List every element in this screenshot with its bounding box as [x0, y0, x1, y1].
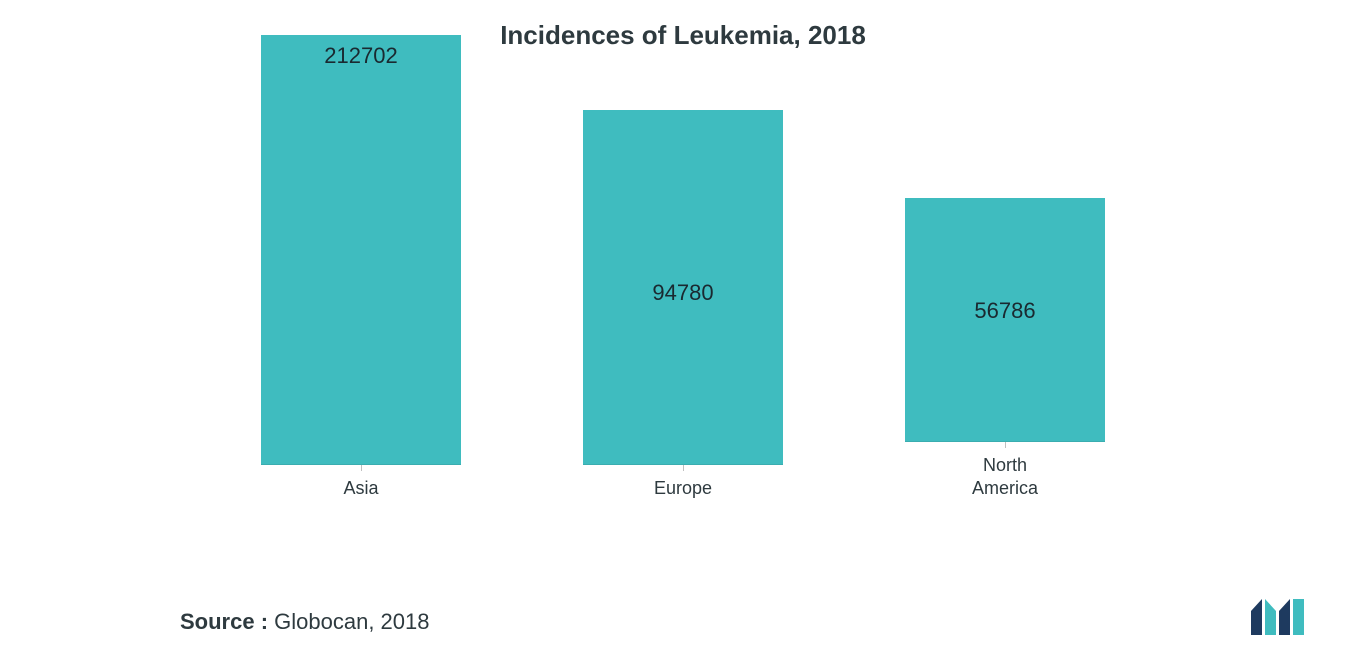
source-text: Globocan, 2018 [268, 609, 429, 634]
value-label-asia: 212702 [261, 43, 461, 69]
category-label-asia: Asia [343, 477, 378, 500]
bar-chart: 212702 Asia 94780 Europe 56786 NorthAmer… [150, 59, 1216, 499]
axis-tick [361, 465, 362, 471]
mi-logo [1251, 599, 1321, 635]
category-label-north-america: NorthAmerica [972, 454, 1038, 499]
bar-group-asia: 212702 Asia [251, 35, 471, 500]
bar-group-europe: 94780 Europe [573, 110, 793, 500]
bar-group-north-america: 56786 NorthAmerica [895, 198, 1115, 499]
source-label: Source : [180, 609, 268, 634]
value-label-europe: 94780 [583, 280, 783, 306]
source-attribution: Source : Globocan, 2018 [180, 609, 430, 635]
axis-tick [683, 465, 684, 471]
value-label-north-america: 56786 [905, 298, 1105, 324]
bar-asia: 212702 [261, 35, 461, 465]
axis-tick [1005, 442, 1006, 448]
chart-container: Incidences of Leukemia, 2018 212702 Asia… [0, 0, 1366, 655]
bar-europe: 94780 [583, 110, 783, 465]
category-label-europe: Europe [654, 477, 712, 500]
bar-north-america: 56786 [905, 198, 1105, 442]
